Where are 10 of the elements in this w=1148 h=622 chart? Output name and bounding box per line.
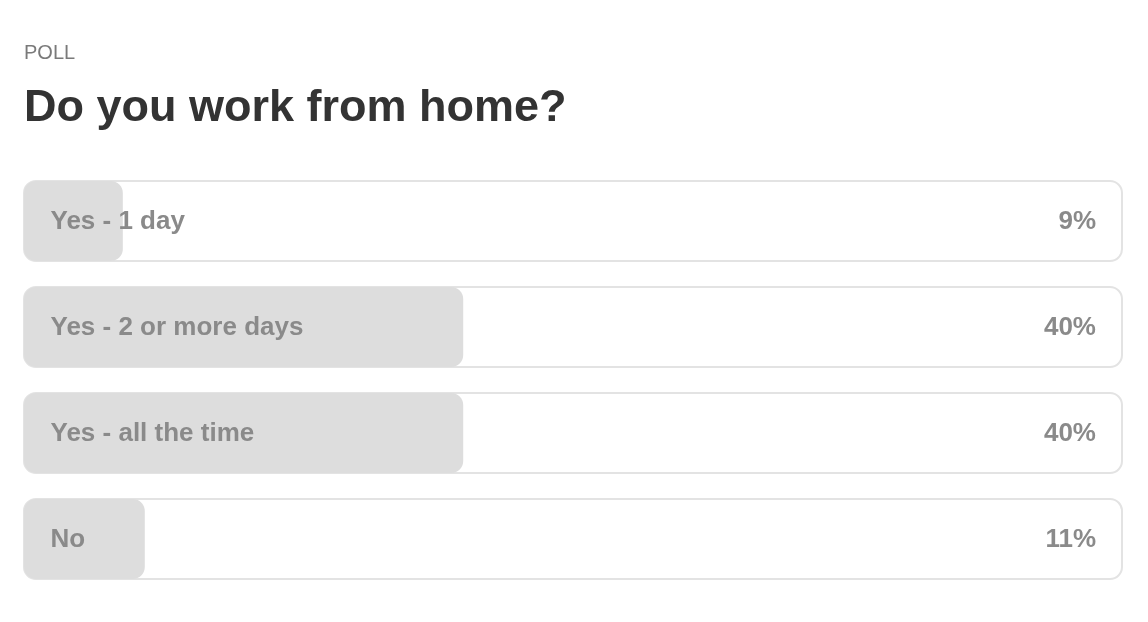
y-tick-label: No [50,523,86,553]
data-label: 9% [1058,205,1096,235]
y-tick-label: Yes - 2 or more days [50,311,304,341]
data-label: 11% [1045,523,1096,553]
y-tick-label: Yes - 1 day [50,205,186,235]
y-tick-label: Yes - all the time [50,417,255,447]
chart-title: Do you work from home? [24,80,567,131]
data-label: 40% [1043,311,1096,341]
data-label: 40% [1043,417,1096,447]
chart-subtitle: POLL [24,41,76,63]
